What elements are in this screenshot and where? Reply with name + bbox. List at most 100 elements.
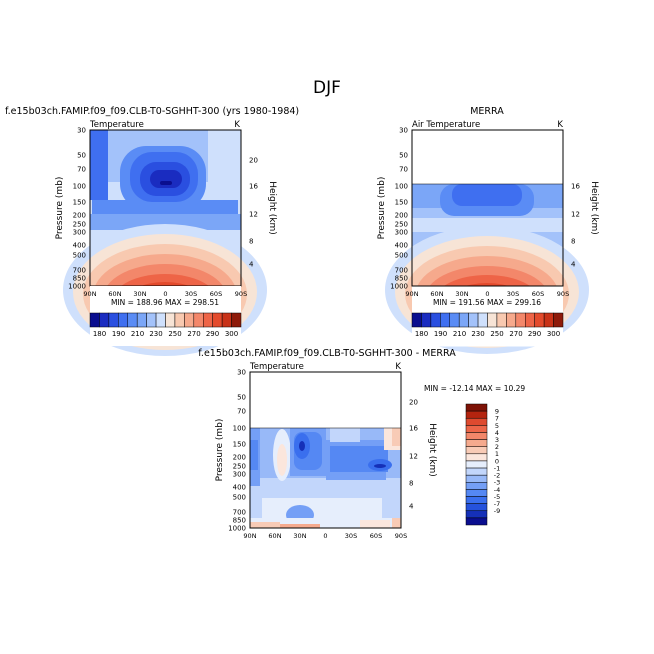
- height-tick-16: 16: [571, 183, 580, 191]
- ytick-400: 400: [73, 242, 86, 250]
- ytick-200: 200: [233, 454, 246, 462]
- panel-obs-yticks: 30 50 70 100 150 200 250 300 400 500 700…: [390, 127, 408, 291]
- height-tick-16: 16: [409, 425, 418, 433]
- ytick-50: 50: [237, 394, 246, 402]
- colorbar-swatch: [465, 489, 488, 497]
- panel-obs-frame: [411, 129, 564, 287]
- cbar-label-neg2: -2: [494, 472, 500, 480]
- ytick-250: 250: [233, 463, 246, 471]
- ytick-400: 400: [233, 484, 246, 492]
- colorbar-swatch: [193, 312, 204, 328]
- colorbar-swatch: [174, 312, 185, 328]
- colorbar-swatch: [165, 312, 176, 328]
- cbar-label-1: 1: [495, 450, 499, 458]
- cbar-label-290: 290: [528, 330, 541, 338]
- colorbar-swatch: [89, 312, 100, 328]
- panel-obs-title: MERRA: [470, 106, 504, 117]
- colorbar-swatch: [465, 432, 488, 440]
- height-tick-12: 12: [571, 211, 580, 219]
- xtick-60s: 60S: [532, 290, 544, 298]
- ytick-400: 400: [395, 242, 408, 250]
- ytick-30: 30: [399, 127, 408, 135]
- colorbar-swatch: [496, 312, 507, 328]
- ytick-50: 50: [77, 152, 86, 160]
- cbar-label-0: 0: [495, 457, 499, 465]
- cbar-label-neg7: -7: [494, 500, 500, 508]
- colorbar-swatch: [465, 474, 488, 483]
- cbar-label-270: 270: [187, 330, 200, 338]
- ytick-100: 100: [233, 425, 246, 433]
- colorbar-swatch: [231, 312, 242, 328]
- xtick-30s: 30S: [345, 532, 357, 540]
- colorbar-swatch: [430, 312, 441, 328]
- xtick-90n: 90N: [405, 290, 418, 298]
- cbar-label-300: 300: [225, 330, 238, 338]
- colorbar-swatch: [487, 312, 498, 328]
- ytick-500: 500: [233, 494, 246, 502]
- ytick-200: 200: [73, 212, 86, 220]
- ytick-300: 300: [395, 229, 408, 237]
- panel-model-ylabel: Pressure (mb): [55, 177, 65, 240]
- colorbar-swatch: [155, 312, 166, 328]
- colorbar-swatch: [465, 417, 488, 426]
- cbar-label-2: 2: [495, 443, 499, 451]
- xtick-30s: 30S: [507, 290, 519, 298]
- cbar-label-230: 230: [471, 330, 484, 338]
- colorbar-swatch: [506, 312, 517, 328]
- colorbar-swatch: [465, 453, 488, 462]
- cbar-label-250: 250: [168, 330, 181, 338]
- ytick-850: 850: [73, 275, 86, 283]
- colorbar-swatch: [203, 312, 213, 328]
- ytick-250: 250: [395, 221, 408, 229]
- cbar-label-300: 300: [547, 330, 560, 338]
- height-tick-12: 12: [409, 453, 418, 461]
- ytick-700: 700: [233, 509, 246, 517]
- cbar-label-5: 5: [495, 422, 499, 430]
- ytick-150: 150: [395, 199, 408, 207]
- xtick-30n: 30N: [133, 290, 146, 298]
- cbar-label-9: 9: [495, 408, 499, 416]
- colorbar-swatch: [465, 446, 488, 455]
- colorbar-swatch: [465, 510, 488, 519]
- panel-obs-colorbar: 180 190 210 230 250 270 290 300: [411, 312, 564, 338]
- ytick-300: 300: [73, 229, 86, 237]
- ytick-30: 30: [77, 127, 86, 135]
- ytick-700: 700: [395, 267, 408, 275]
- cbar-label-270: 270: [509, 330, 522, 338]
- panel-diff-yticks: 30 50 70 100 150 200 250 300 400 500 700…: [228, 369, 246, 533]
- cbar-label-210: 210: [131, 330, 144, 338]
- panel-model: f.e15b03ch.FAMIP.f09_f09.CLB-T0-SGHHT-30…: [5, 106, 299, 356]
- panel-diff-xticks: 90N 60N 30N 0 30S 60S 90S: [243, 532, 407, 540]
- panel-diff-colorbar: 9 7 5 4 3 2 1 0 -1 -2 -3 -4 -5 -7 -9: [465, 403, 500, 526]
- height-tick-8: 8: [409, 480, 413, 488]
- colorbar-swatch: [421, 312, 432, 328]
- panel-diff-plot: [250, 428, 401, 528]
- height-tick-12: 12: [249, 211, 258, 219]
- cbar-label-230: 230: [149, 330, 162, 338]
- panel-obs-xticks: 90N 60N 30N 0 30S 60S 90S: [405, 290, 569, 298]
- ytick-300: 300: [233, 471, 246, 479]
- height-tick-20: 20: [249, 157, 258, 165]
- height-tick-4: 4: [249, 261, 254, 269]
- ytick-150: 150: [233, 441, 246, 449]
- panel-diff-ylabel-right: Height (km): [427, 423, 437, 477]
- colorbar-swatch: [534, 312, 545, 328]
- colorbar-swatch: [99, 312, 110, 328]
- xtick-60s: 60S: [370, 532, 382, 540]
- panel-diff-variable: Temperature: [249, 362, 304, 372]
- colorbar-swatch: [458, 312, 469, 328]
- panel-diff: f.e15b03ch.FAMIP.f09_f09.CLB-T0-SGHHT-30…: [198, 348, 525, 540]
- colorbar-swatch: [449, 312, 460, 328]
- colorbar-swatch: [440, 312, 450, 328]
- cbar-label-190: 190: [434, 330, 447, 338]
- ytick-1000: 1000: [390, 283, 408, 291]
- height-tick-4: 4: [409, 503, 414, 511]
- ytick-70: 70: [237, 408, 246, 416]
- colorbar-swatch: [543, 312, 554, 328]
- height-tick-16: 16: [249, 183, 258, 191]
- cbar-label-180: 180: [93, 330, 106, 338]
- panel-obs-height-ticks: 16 12 8 4: [571, 183, 580, 269]
- xtick-30n: 30N: [293, 532, 306, 540]
- colorbar-swatch: [465, 410, 488, 419]
